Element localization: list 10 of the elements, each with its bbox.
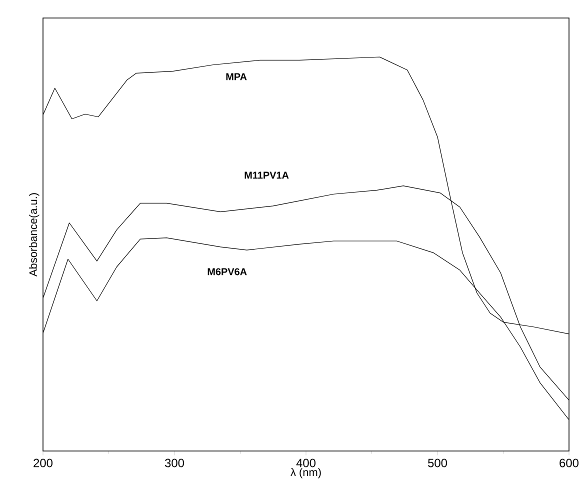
- x-tick-label: 200: [34, 458, 53, 468]
- x-axis-title: λ (nm): [290, 468, 321, 478]
- text: M11PV1A: [244, 172, 289, 179]
- x-tick-label: 600: [560, 458, 579, 468]
- y-axis-title: Absorbance(a.u.): [29, 193, 40, 277]
- x-tick-label: 500: [428, 458, 448, 468]
- x-tick-label: 300: [164, 458, 184, 468]
- series-label: M6PV6A: [208, 268, 247, 276]
- series-label: MPA: [226, 73, 247, 80]
- x-tick-label: 400: [296, 458, 316, 468]
